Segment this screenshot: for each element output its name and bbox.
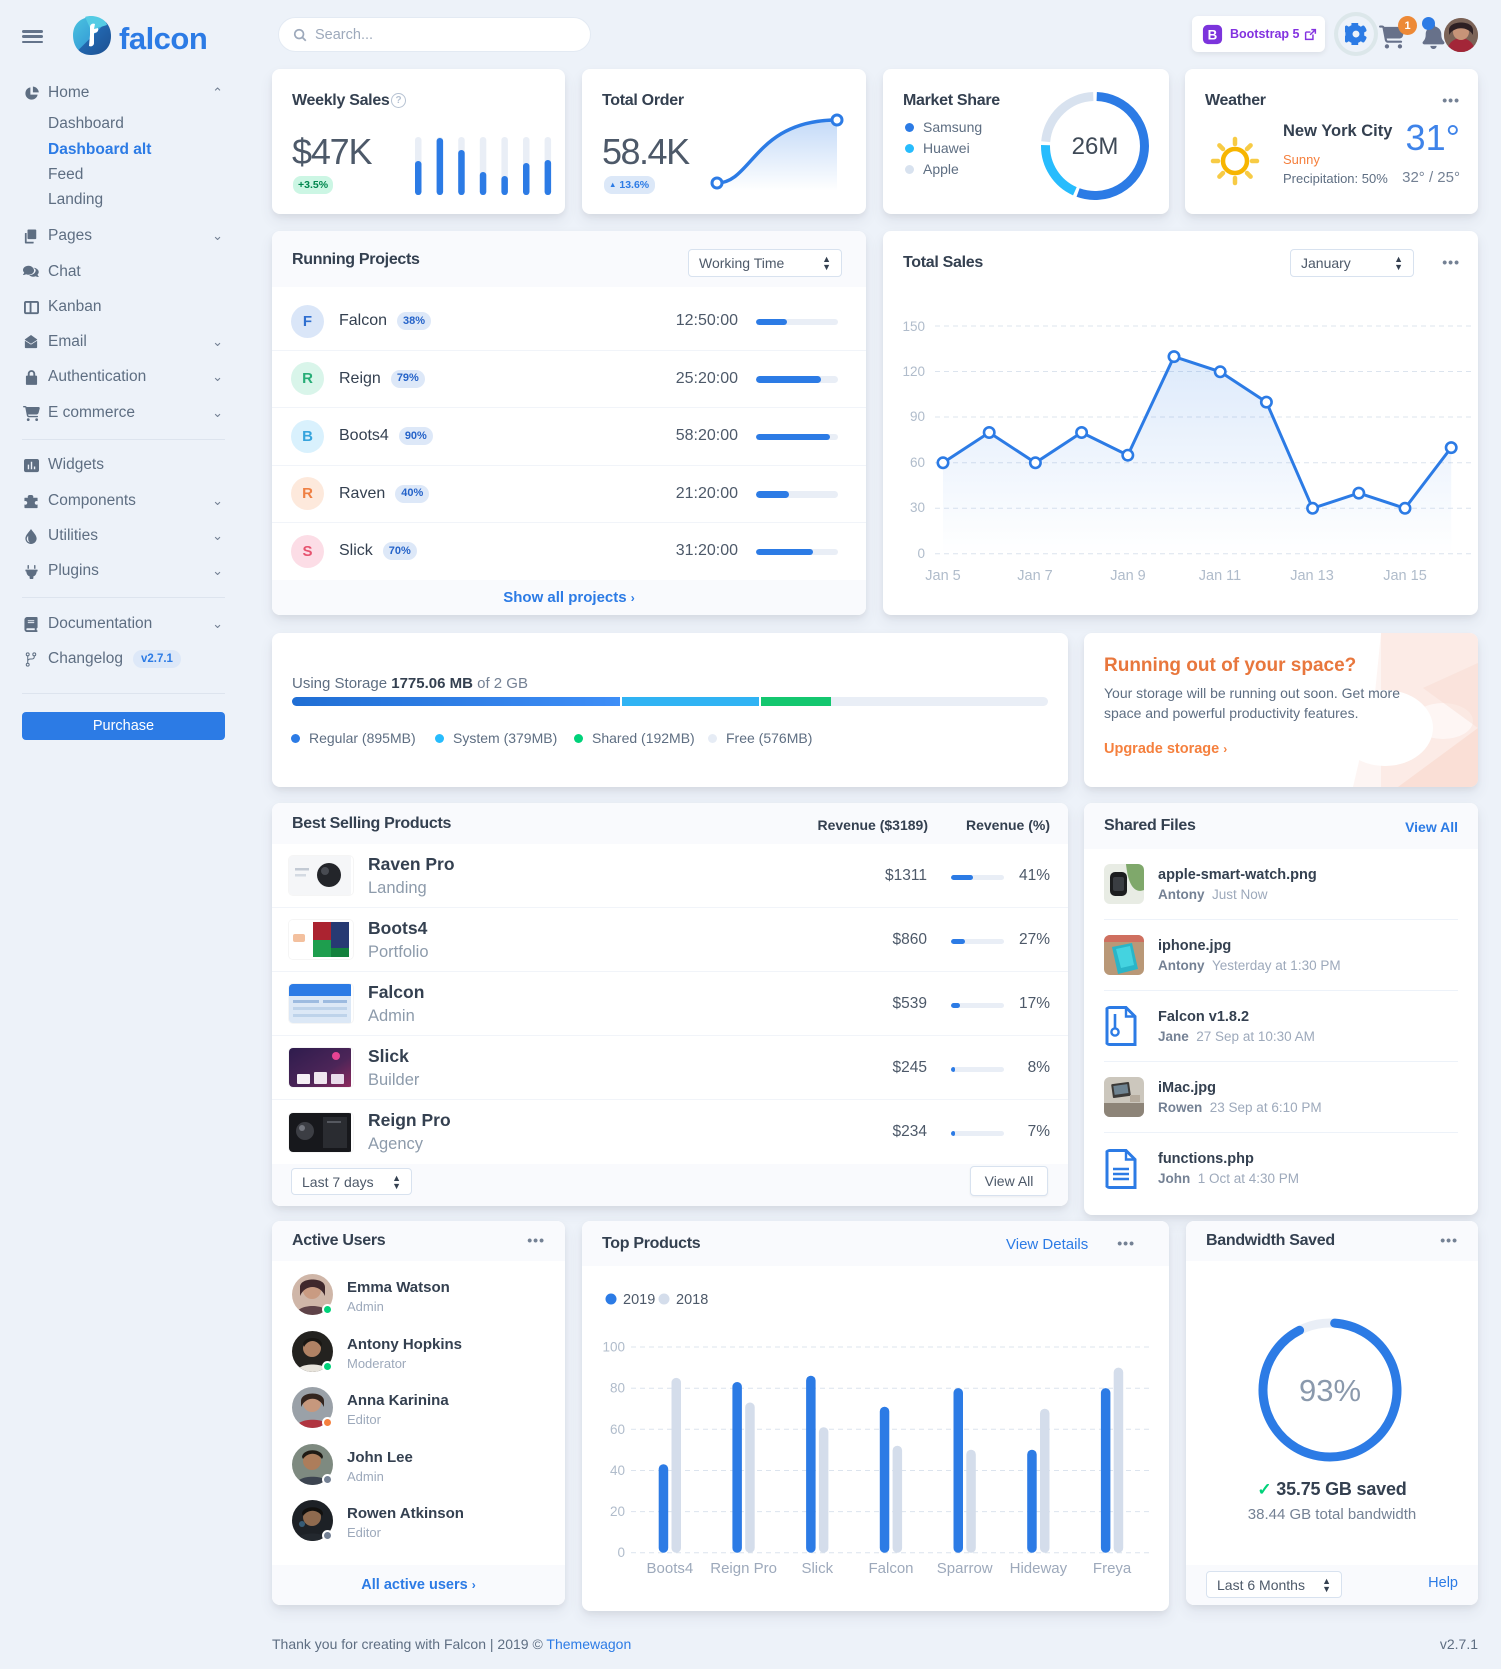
svg-text:80: 80 <box>610 1381 625 1396</box>
svg-text:Jan 13: Jan 13 <box>1290 568 1334 584</box>
svg-text:0: 0 <box>617 1545 625 1560</box>
svg-text:100: 100 <box>602 1340 625 1355</box>
svg-text:Jan 5: Jan 5 <box>925 568 960 584</box>
svg-text:120: 120 <box>902 364 925 379</box>
svg-text:Jan 15: Jan 15 <box>1383 568 1427 584</box>
svg-text:2018: 2018 <box>676 1292 708 1308</box>
svg-text:Hideway: Hideway <box>1010 1560 1068 1577</box>
svg-text:Freya: Freya <box>1093 1560 1132 1577</box>
svg-text:Slick: Slick <box>801 1560 833 1577</box>
svg-text:30: 30 <box>910 500 925 515</box>
svg-text:0: 0 <box>917 546 925 561</box>
svg-text:B: B <box>1208 27 1218 42</box>
svg-text:26M: 26M <box>1072 133 1119 160</box>
svg-text:150: 150 <box>902 319 925 334</box>
svg-text:Jan 7: Jan 7 <box>1017 568 1052 584</box>
svg-text:20: 20 <box>610 1504 625 1519</box>
svg-text:90: 90 <box>910 409 925 424</box>
svg-text:60: 60 <box>610 1422 625 1437</box>
svg-text:40: 40 <box>610 1463 625 1478</box>
svg-text:2019: 2019 <box>623 1292 655 1308</box>
svg-text:60: 60 <box>910 455 925 470</box>
svg-text:Falcon: Falcon <box>868 1560 913 1577</box>
svg-text:Boots4: Boots4 <box>647 1560 694 1577</box>
svg-text:Sparrow: Sparrow <box>937 1560 993 1577</box>
svg-text:Jan 11: Jan 11 <box>1199 568 1241 584</box>
svg-text:93%: 93% <box>1299 1373 1361 1408</box>
svg-text:Jan 9: Jan 9 <box>1110 568 1145 584</box>
svg-text:Reign Pro: Reign Pro <box>710 1560 777 1577</box>
